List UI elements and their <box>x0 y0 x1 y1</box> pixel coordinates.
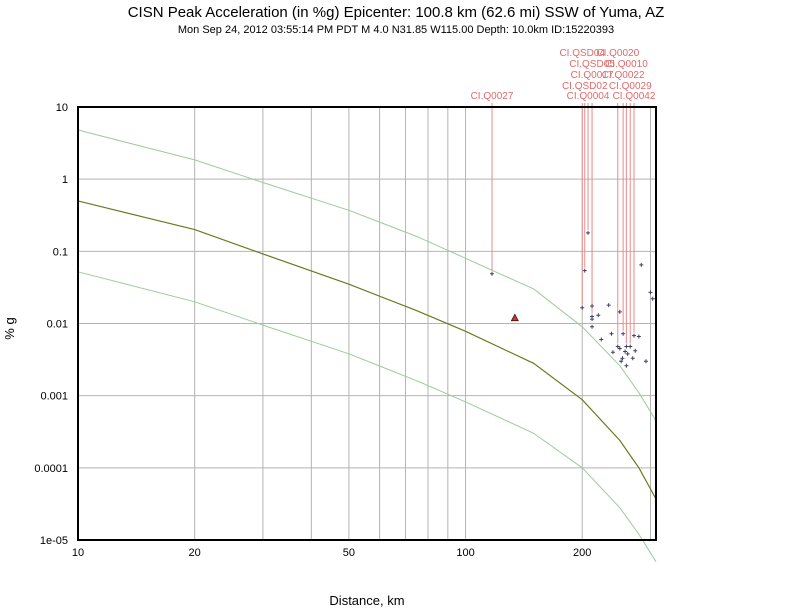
y-axis-label: % g <box>2 317 17 339</box>
chart-title: CISN Peak Acceleration (in %g) Epicenter… <box>127 4 665 21</box>
labeled-station-point <box>621 331 626 336</box>
station-point <box>599 337 604 342</box>
station-label: CI.Q0027 <box>471 91 514 102</box>
x-tick-label: 10 <box>72 547 84 559</box>
station-points <box>489 230 655 368</box>
station-point <box>617 309 622 314</box>
station-label: CI.Q0042 <box>613 91 656 102</box>
labeled-station-point <box>628 344 633 349</box>
x-axis-label: Distance, km <box>329 593 404 608</box>
station-point <box>625 351 630 356</box>
labeled-station-point <box>631 333 636 338</box>
station-point <box>609 331 614 336</box>
station-point <box>633 348 638 353</box>
labeled-station-point <box>590 303 595 308</box>
station-point <box>596 313 601 318</box>
station-point <box>619 359 624 364</box>
station-label: CI.Q0017 <box>571 70 614 81</box>
station-label: CI.Q0020 <box>596 48 639 59</box>
station-point <box>617 346 622 351</box>
station-point <box>624 363 629 368</box>
labeled-station-point <box>590 314 595 319</box>
y-tick-label: 1e-05 <box>40 535 68 547</box>
station-label: CI.QSD05 <box>569 59 615 70</box>
y-tick-label: 1 <box>62 174 68 186</box>
station-point <box>630 356 635 361</box>
attenuation-curves <box>77 129 657 562</box>
station-point <box>623 349 628 354</box>
station-label: CI.Q0022 <box>602 70 645 81</box>
upper-bound-curve <box>77 129 657 421</box>
x-tick-label: 200 <box>573 547 591 559</box>
median-curve <box>77 200 657 500</box>
station-point <box>648 290 653 295</box>
station-point <box>639 262 644 267</box>
y-tick-label: 0.01 <box>47 319 68 331</box>
station-label: CI.Q0029 <box>609 81 652 92</box>
station-point <box>650 296 655 301</box>
station-label: CI.QSD02 <box>562 81 608 92</box>
y-tick-label: 0.0001 <box>34 463 68 475</box>
x-tick-label: 20 <box>189 547 201 559</box>
y-tick-label: 10 <box>56 102 68 114</box>
plot-frame <box>77 106 657 541</box>
triangle-marker <box>510 313 519 322</box>
station-point <box>606 303 611 308</box>
station-label: CI.Q0010 <box>605 59 648 70</box>
x-tick-label: 100 <box>456 547 474 559</box>
lower-bound-curve <box>77 271 657 562</box>
station-point <box>590 324 595 329</box>
grid-lines <box>77 106 656 541</box>
labeled-station-point <box>586 230 591 235</box>
y-tick-label: 0.1 <box>53 246 68 258</box>
station-point <box>620 356 625 361</box>
labeled-station-point <box>624 344 629 349</box>
station-point <box>643 359 648 364</box>
station-point <box>610 350 615 355</box>
station-leaders <box>491 103 635 344</box>
station-point <box>636 334 641 339</box>
labeled-station-point <box>615 344 620 349</box>
station-label: CI.QSD04 <box>559 48 605 59</box>
station-labels: CI.Q0027 CI.Q0004CI.QSD02CI.Q0017CI.QSD05… <box>471 48 656 102</box>
labeled-station-point <box>580 305 585 310</box>
x-tick-label: 50 <box>343 547 355 559</box>
y-tick-label: 0.001 <box>40 391 68 403</box>
chart-subtitle: Mon Sep 24, 2012 03:55:14 PM PDT M 4.0 N… <box>177 24 615 36</box>
labeled-station-point <box>489 271 494 276</box>
axis-ticks: 10 20 50 100 200 10 1 0.1 0.01 0.001 0.0001 1e-05 <box>34 102 591 559</box>
labeled-station-point <box>582 268 587 273</box>
station-label: CI.Q0004 <box>567 91 610 102</box>
